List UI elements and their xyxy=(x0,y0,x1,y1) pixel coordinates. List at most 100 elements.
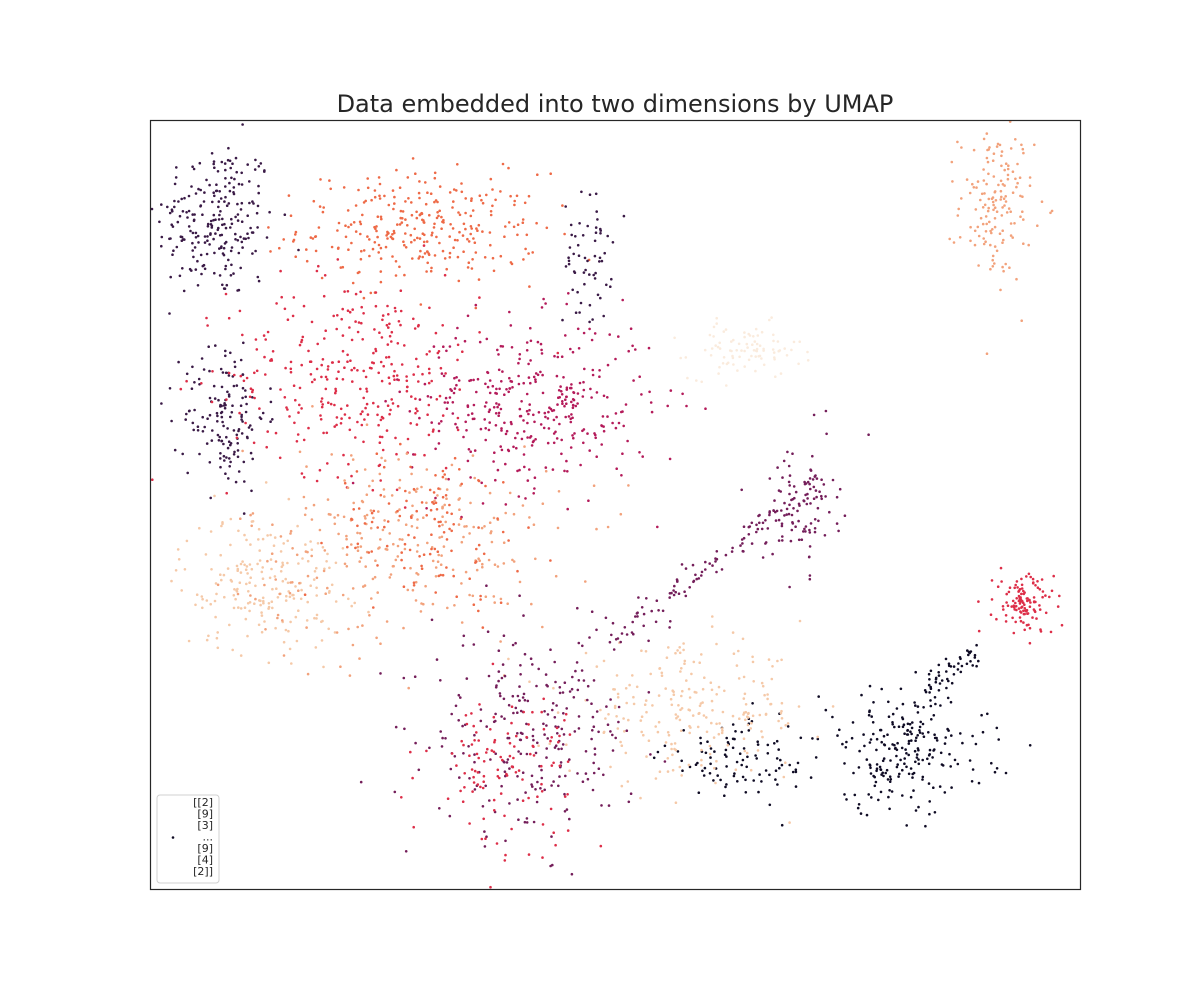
scatter-point-cluster-3 xyxy=(1003,204,1006,207)
scatter-point-cluster-9 xyxy=(458,497,462,500)
scatter-point-cluster-3 xyxy=(1049,211,1052,215)
scatter-point-cluster-8 xyxy=(305,619,309,622)
scatter-point-cluster-0 xyxy=(182,289,186,293)
scatter-point-cluster-0 xyxy=(185,211,188,214)
scatter-point-branch-0 xyxy=(831,478,835,482)
scatter-point-cluster-6 xyxy=(386,343,390,346)
scatter-point-cluster-5 xyxy=(237,470,241,473)
scatter-point-cluster-16 xyxy=(500,676,504,680)
scatter-point-cluster-5 xyxy=(202,368,206,371)
scatter-point-cluster-17 xyxy=(540,790,544,793)
scatter-point-cluster-13 xyxy=(917,805,920,809)
scatter-point-cluster-8 xyxy=(221,522,224,526)
scatter-point-branch-0 xyxy=(761,521,765,525)
scatter-point-cluster-1 xyxy=(516,223,520,226)
scatter-point-cluster-1 xyxy=(396,223,399,226)
scatter-point-cluster-6 xyxy=(441,414,445,417)
scatter-point-cluster-8 xyxy=(261,566,265,569)
scatter-point-cluster-15 xyxy=(766,693,769,696)
scatter-point-cluster-1 xyxy=(433,200,436,204)
scatter-point-cluster-9 xyxy=(365,513,369,517)
scatter-point-cluster-9 xyxy=(385,548,389,551)
scatter-point-branch-0 xyxy=(796,509,799,513)
scatter-point-cluster-15 xyxy=(584,651,588,655)
scatter-point-cluster-16 xyxy=(529,657,533,660)
scatter-point-cluster-0 xyxy=(196,259,199,263)
scatter-point-cluster-9 xyxy=(343,479,346,482)
scatter-point-cluster-17 xyxy=(455,764,458,767)
scatter-point-cluster-8 xyxy=(232,606,236,610)
scatter-point-cluster-13 xyxy=(912,789,915,792)
scatter-point-cluster-3 xyxy=(1008,121,1012,123)
scatter-point-cluster-8 xyxy=(220,524,223,528)
scatter-point-branch-0 xyxy=(750,542,754,545)
scatter-point-cluster-11 xyxy=(768,477,772,480)
scatter-point-cluster-15 xyxy=(731,631,735,634)
scatter-point-cluster-5 xyxy=(269,387,272,390)
scatter-point-cluster-9 xyxy=(371,479,375,483)
scatter-point-cluster-10 xyxy=(303,593,307,596)
scatter-point-cluster-7 xyxy=(523,465,526,469)
scatter-point-branch-0 xyxy=(684,594,688,598)
scatter-point-cluster-3 xyxy=(988,146,991,149)
scatter-point-branch-1 xyxy=(966,649,969,652)
scatter-point-cluster-9 xyxy=(512,512,516,516)
scatter-point-branch-1 xyxy=(937,671,940,674)
scatter-point-cluster-6 xyxy=(410,395,413,398)
scatter-point-cluster-2 xyxy=(584,268,587,272)
scatter-point-branch-1 xyxy=(946,677,949,681)
scatter-point-branch-0 xyxy=(672,589,675,592)
scatter-point-cluster-3 xyxy=(986,160,990,164)
scatter-point-cluster-16 xyxy=(518,699,521,702)
scatter-point-cluster-6 xyxy=(390,340,393,343)
scatter-point-cluster-3 xyxy=(1001,265,1004,269)
scatter-point-cluster-4 xyxy=(736,369,739,372)
scatter-point-cluster-17 xyxy=(496,775,500,778)
scatter-point-cluster-7 xyxy=(606,396,609,399)
scatter-point-cluster-7 xyxy=(485,401,488,404)
scatter-point-cluster-15 xyxy=(780,701,784,705)
scatter-point-cluster-1 xyxy=(318,205,322,208)
scatter-point-cluster-9 xyxy=(433,499,436,503)
scatter-point-cluster-9 xyxy=(425,468,429,471)
scatter-point-cluster-8 xyxy=(347,597,350,601)
scatter-point-cluster-6 xyxy=(263,355,266,359)
scatter-point-cluster-1 xyxy=(445,267,449,271)
scatter-point-cluster-16 xyxy=(530,774,534,778)
scatter-point-cluster-16 xyxy=(531,785,534,788)
scatter-point-cluster-15 xyxy=(667,646,670,649)
scatter-point-cluster-1 xyxy=(398,186,402,189)
scatter-point-cluster-3 xyxy=(991,258,994,262)
scatter-point-cluster-1 xyxy=(415,210,418,214)
scatter-point-cluster-10 xyxy=(404,489,407,493)
scatter-point-cluster-17 xyxy=(564,712,568,716)
scatter-point-cluster-1 xyxy=(499,190,502,193)
scatter-point-cluster-6 xyxy=(238,309,242,313)
scatter-point-cluster-7 xyxy=(440,420,443,423)
scatter-point-cluster-7 xyxy=(544,466,548,469)
scatter-point-cluster-15 xyxy=(715,642,718,646)
scatter-point-cluster-6 xyxy=(374,347,377,351)
scatter-point-cluster-0 xyxy=(209,219,213,223)
scatter-point-cluster-7 xyxy=(494,412,498,415)
scatter-point-cluster-17 xyxy=(566,793,569,796)
scatter-point-cluster-3 xyxy=(1009,210,1012,213)
scatter-point-cluster-15 xyxy=(602,731,606,734)
scatter-point-cluster-7 xyxy=(497,353,500,356)
scatter-point-cluster-7 xyxy=(560,452,563,456)
scatter-point-cluster-1 xyxy=(476,229,479,232)
scatter-point-cluster-12 xyxy=(1058,594,1061,598)
scatter-point-cluster-6 xyxy=(301,335,305,339)
scatter-point-cluster-15 xyxy=(763,693,766,697)
scatter-point-cluster-15 xyxy=(651,704,654,707)
scatter-point-cluster-1 xyxy=(448,251,452,255)
scatter-point-cluster-1 xyxy=(535,221,538,225)
scatter-point-cluster-7 xyxy=(516,431,519,435)
scatter-point-cluster-5 xyxy=(225,435,228,439)
scatter-point-cluster-7 xyxy=(602,425,605,428)
scatter-point-cluster-8 xyxy=(353,601,357,605)
scatter-point-cluster-15 xyxy=(747,716,750,719)
scatter-point-cluster-1 xyxy=(563,232,566,236)
scatter-point-cluster-15 xyxy=(628,683,631,687)
scatter-point-cluster-0 xyxy=(230,217,233,221)
